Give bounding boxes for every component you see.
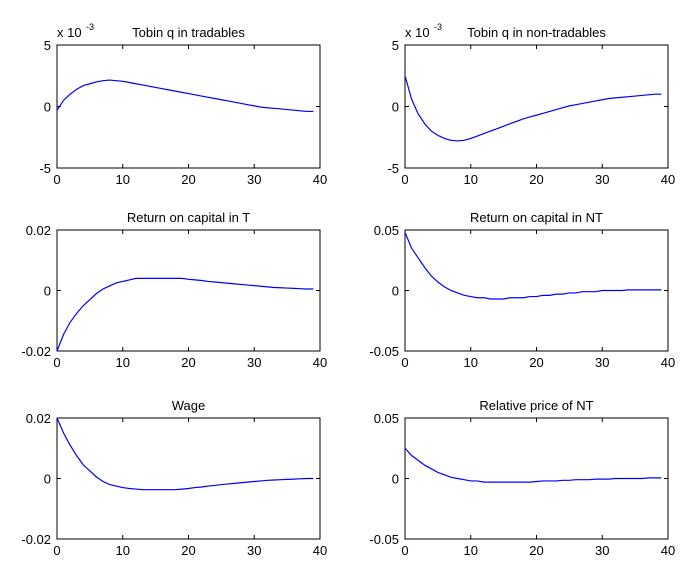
axes-box xyxy=(56,44,321,169)
y-tick-label: -0.02 xyxy=(21,532,51,547)
x-tick-label: 10 xyxy=(116,355,130,370)
chart-title: Return on capital in T xyxy=(127,210,250,225)
x-tick-label: 40 xyxy=(313,355,327,370)
x-tick-label: 10 xyxy=(464,543,478,558)
y-tick-label: -0.05 xyxy=(369,344,399,359)
y-tick-label: 5 xyxy=(392,38,399,53)
x-tick-label: 0 xyxy=(53,543,60,558)
y-tick-label: 0 xyxy=(392,284,399,299)
x-tick-label: 30 xyxy=(247,172,261,187)
x-tick-label: 20 xyxy=(181,172,195,187)
series-line xyxy=(56,417,314,491)
x-tick-label: 20 xyxy=(529,355,543,370)
y-tick-label: -5 xyxy=(387,161,399,176)
y-multiplier: x 10 xyxy=(57,25,82,40)
x-tick-label: 0 xyxy=(53,172,60,187)
y-tick-label: 0.02 xyxy=(26,411,51,426)
x-tick-label: 20 xyxy=(529,543,543,558)
x-tick-label: 30 xyxy=(247,355,261,370)
y-multiplier-exponent: -3 xyxy=(86,22,94,32)
y-tick-label: 0.02 xyxy=(26,223,51,238)
y-tick-label: 5 xyxy=(44,38,51,53)
x-tick-label: 0 xyxy=(53,355,60,370)
axes-box xyxy=(404,229,669,352)
x-tick-label: 10 xyxy=(116,543,130,558)
chart-title: Relative price of NT xyxy=(479,398,593,413)
x-tick-label: 0 xyxy=(401,355,408,370)
y-tick-label: 0 xyxy=(392,472,399,487)
y-multiplier-exponent: -3 xyxy=(434,22,442,32)
axes-box xyxy=(404,44,669,169)
x-tick-label: 30 xyxy=(595,172,609,187)
axes-box xyxy=(56,229,321,352)
x-tick-label: 40 xyxy=(661,172,675,187)
x-tick-label: 40 xyxy=(661,543,675,558)
chart-title: Return on capital in NT xyxy=(470,210,603,225)
x-tick-label: 0 xyxy=(401,172,408,187)
y-tick-label: 0 xyxy=(44,100,51,115)
y-tick-label: 0 xyxy=(392,100,399,115)
y-tick-label: 0.05 xyxy=(374,411,399,426)
x-tick-label: 40 xyxy=(661,355,675,370)
y-tick-label: -5 xyxy=(39,161,51,176)
y-tick-label: 0 xyxy=(44,472,51,487)
chart-title: Tobin q in non-tradables xyxy=(467,25,606,40)
x-tick-label: 30 xyxy=(595,355,609,370)
series-line xyxy=(404,232,662,300)
y-tick-label: 0.05 xyxy=(374,223,399,238)
x-tick-label: 40 xyxy=(313,172,327,187)
x-tick-label: 10 xyxy=(464,355,478,370)
y-tick-label: -0.02 xyxy=(21,344,51,359)
x-tick-label: 0 xyxy=(401,543,408,558)
series-line xyxy=(404,75,662,142)
chart-title: Tobin q in tradables xyxy=(132,25,245,40)
x-tick-label: 30 xyxy=(595,543,609,558)
y-tick-label: -0.05 xyxy=(369,532,399,547)
series-line xyxy=(404,447,662,483)
x-tick-label: 30 xyxy=(247,543,261,558)
x-tick-label: 10 xyxy=(116,172,130,187)
x-tick-label: 40 xyxy=(313,543,327,558)
series-line xyxy=(56,79,314,113)
x-tick-label: 20 xyxy=(529,172,543,187)
y-multiplier: x 10 xyxy=(405,25,430,40)
x-tick-label: 20 xyxy=(181,543,195,558)
chart-title: Wage xyxy=(172,398,205,413)
y-tick-label: 0 xyxy=(44,284,51,299)
x-tick-label: 20 xyxy=(181,355,195,370)
x-tick-label: 10 xyxy=(464,172,478,187)
series-line xyxy=(56,277,314,352)
axes-box xyxy=(56,417,321,540)
